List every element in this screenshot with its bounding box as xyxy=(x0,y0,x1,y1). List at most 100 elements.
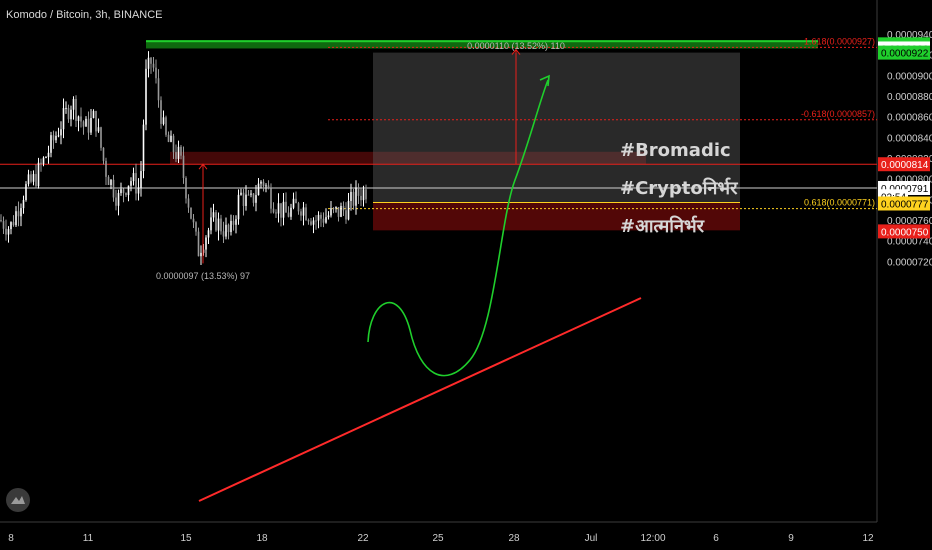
candle-body xyxy=(340,205,342,217)
candle-body xyxy=(25,184,27,201)
candle-body xyxy=(82,121,85,127)
candle-body xyxy=(180,146,182,156)
candle-body xyxy=(147,57,150,69)
candle-body xyxy=(160,100,162,124)
candle-body xyxy=(240,192,242,195)
candle-body xyxy=(260,181,262,184)
annotation-hashtag: #आत्मनिर्भर xyxy=(620,215,705,237)
projected-path-arrowhead xyxy=(539,74,550,87)
candle-body xyxy=(110,179,112,185)
tradingview-logo[interactable] xyxy=(6,488,30,512)
candle-body xyxy=(270,188,272,209)
candle-body xyxy=(52,135,55,141)
candle-body xyxy=(290,207,292,217)
date-tick-label: 28 xyxy=(508,533,520,544)
price-label-text: 0.0000750 xyxy=(881,227,929,238)
price-tick-label: 0.0000860 xyxy=(887,113,932,124)
price-tick-label: 0.0000800 xyxy=(887,175,932,186)
candle-body xyxy=(32,174,35,182)
ascending-trendline xyxy=(198,297,642,502)
candle-body xyxy=(360,195,362,201)
measure-arrowhead xyxy=(511,48,521,55)
candle-body xyxy=(157,78,160,101)
candle-body xyxy=(267,185,270,189)
candle-body xyxy=(5,228,7,235)
candle-body xyxy=(335,206,337,209)
candle-body xyxy=(210,217,212,231)
price-tick-label: 0.0000840 xyxy=(887,133,932,144)
chart-title: Komodo / Bitcoin, 3h, BINANCE xyxy=(6,9,163,21)
price-tick-label: 0.0000900 xyxy=(887,71,932,82)
candle-body xyxy=(130,181,132,186)
candle-body xyxy=(227,224,230,233)
date-tick-label: 22 xyxy=(357,533,369,544)
candle-body xyxy=(10,222,12,230)
candle-body xyxy=(310,221,312,225)
candle-body xyxy=(105,160,107,177)
candle-body xyxy=(175,152,177,159)
price-tick-label: 0.0000760 xyxy=(887,216,932,227)
candle-body xyxy=(245,194,247,206)
candle-body xyxy=(197,231,200,257)
price-label-text: 0.0000922 xyxy=(881,49,929,60)
candle-body xyxy=(42,157,45,164)
candle-body xyxy=(232,220,235,225)
candle-body xyxy=(155,67,157,79)
candle-body xyxy=(167,134,170,142)
candle-body xyxy=(327,215,330,218)
candle-body xyxy=(337,206,340,217)
date-tick-label: 25 xyxy=(432,533,444,544)
candle-body xyxy=(207,230,210,238)
candle-body xyxy=(215,212,217,231)
date-tick-label: 18 xyxy=(256,533,268,544)
candle-body xyxy=(162,117,165,124)
candle-body xyxy=(30,174,32,182)
measure-arrowhead-left xyxy=(198,163,208,170)
date-tick-label: 12:00 xyxy=(640,533,665,544)
candle-body xyxy=(172,135,175,153)
candle-body xyxy=(230,220,232,233)
date-tick-label: 9 xyxy=(788,533,794,544)
candle-body xyxy=(45,157,47,159)
candle-body xyxy=(7,229,10,235)
candle-body xyxy=(315,220,317,222)
price-label-badge xyxy=(878,157,930,172)
candle-body xyxy=(140,171,142,188)
candle-body xyxy=(275,212,277,214)
candle-body xyxy=(60,129,62,136)
candle-body xyxy=(272,208,275,213)
candle-body xyxy=(170,135,172,142)
candle-body xyxy=(67,107,70,120)
candle-body xyxy=(50,135,52,153)
candle-body xyxy=(365,189,367,200)
candle-body xyxy=(192,218,195,223)
candle-body xyxy=(255,195,257,203)
candle-body xyxy=(2,221,5,229)
candle-body xyxy=(280,203,282,218)
candle-body xyxy=(102,147,105,161)
candle-body xyxy=(137,187,140,194)
candle-body xyxy=(250,193,252,195)
candle-body xyxy=(187,198,190,208)
candle-body xyxy=(27,174,30,185)
candle-body xyxy=(295,198,297,204)
date-tick-label: 15 xyxy=(180,533,192,544)
candle-body xyxy=(352,191,355,206)
candle-body xyxy=(347,200,350,220)
candle-body xyxy=(312,220,315,225)
candle-body xyxy=(47,152,50,158)
candle-body xyxy=(152,63,155,68)
candle-body xyxy=(265,185,267,187)
candle-body xyxy=(107,176,110,185)
candle-body xyxy=(190,207,192,219)
date-tick-label: 12 xyxy=(862,533,874,544)
target-projection-box xyxy=(373,52,740,203)
candle-body xyxy=(212,212,215,218)
candle-body xyxy=(320,214,322,219)
price-tick-label: 0.0000880 xyxy=(887,92,932,103)
candle-body xyxy=(142,124,145,172)
price-tick-label: 0.0000740 xyxy=(887,237,932,248)
candle-body xyxy=(242,192,245,206)
candle-body xyxy=(80,116,82,122)
